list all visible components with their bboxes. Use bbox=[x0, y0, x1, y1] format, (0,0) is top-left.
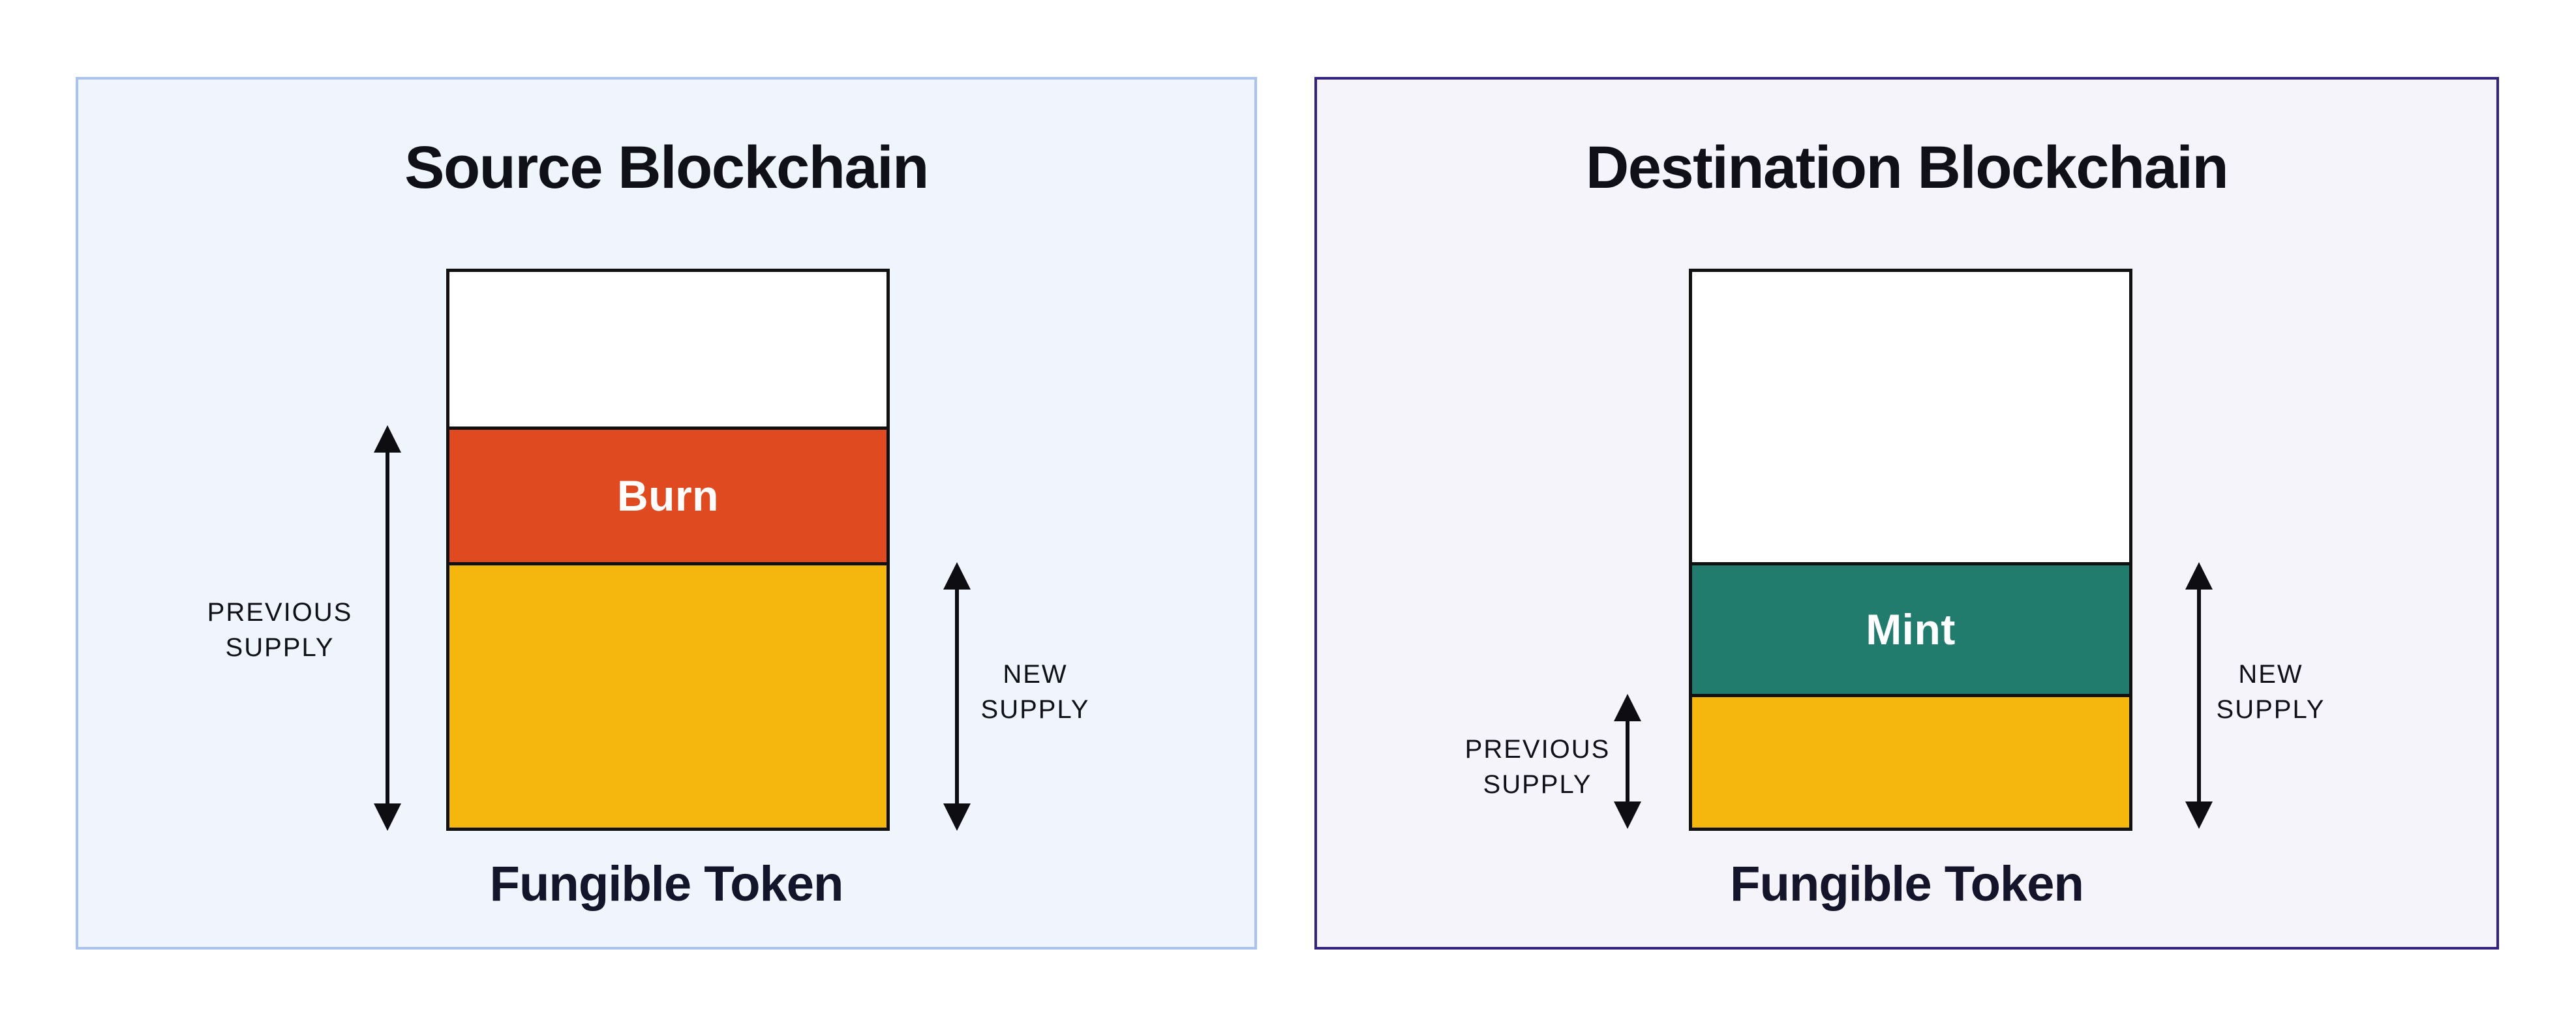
new-supply-label-line1: NEW bbox=[2238, 660, 2303, 689]
source-bar-segment-remaining-supply bbox=[449, 561, 886, 828]
mint-label: Mint bbox=[1866, 605, 1956, 654]
destination-bar-segment-mint: Mint bbox=[1692, 561, 2129, 694]
new-supply-label-line2: SUPPLY bbox=[980, 695, 1090, 724]
burn-label: Burn bbox=[617, 472, 719, 520]
previous-supply-label-line1: PREVIOUS bbox=[207, 598, 353, 627]
destination-panel-title: Destination Blockchain bbox=[1585, 134, 2229, 201]
new-supply-label-line1: NEW bbox=[1003, 660, 1068, 689]
destination-bar-segment-unfilled bbox=[1692, 272, 2129, 562]
new-supply-label-line2: SUPPLY bbox=[2216, 695, 2326, 724]
previous-supply-label-line2: SUPPLY bbox=[225, 633, 335, 662]
previous-supply-arrow bbox=[1614, 694, 1641, 829]
destination-previous-supply-label: PREVIOUS SUPPLY bbox=[1407, 732, 1668, 802]
previous-supply-arrow bbox=[374, 425, 401, 831]
destination-bar-segment-previous-supply bbox=[1692, 693, 2129, 828]
new-supply-arrow bbox=[2185, 562, 2213, 829]
source-previous-supply-label: PREVIOUS SUPPLY bbox=[149, 595, 410, 665]
source-blockchain-panel: Source Blockchain Burn PREVIOUS SUPPLY N… bbox=[76, 77, 1257, 950]
previous-supply-label-line2: SUPPLY bbox=[1483, 770, 1592, 799]
source-fungible-token-label: Fungible Token bbox=[489, 856, 844, 912]
source-panel-title: Source Blockchain bbox=[404, 134, 929, 201]
destination-blockchain-panel: Destination Blockchain Mint PREVIOUS SUP… bbox=[1314, 77, 2499, 950]
destination-token-bar: Mint bbox=[1689, 269, 2132, 831]
destination-new-supply-label: NEW SUPPLY bbox=[2140, 657, 2401, 727]
source-bar-segment-unfilled bbox=[449, 272, 886, 427]
previous-supply-label-line1: PREVIOUS bbox=[1464, 735, 1611, 764]
new-supply-arrow bbox=[943, 562, 971, 831]
source-new-supply-label: NEW SUPPLY bbox=[905, 657, 1166, 727]
source-bar-segment-burn: Burn bbox=[449, 426, 886, 562]
destination-fungible-token-label: Fungible Token bbox=[1730, 856, 2084, 912]
source-token-bar: Burn bbox=[446, 269, 890, 831]
